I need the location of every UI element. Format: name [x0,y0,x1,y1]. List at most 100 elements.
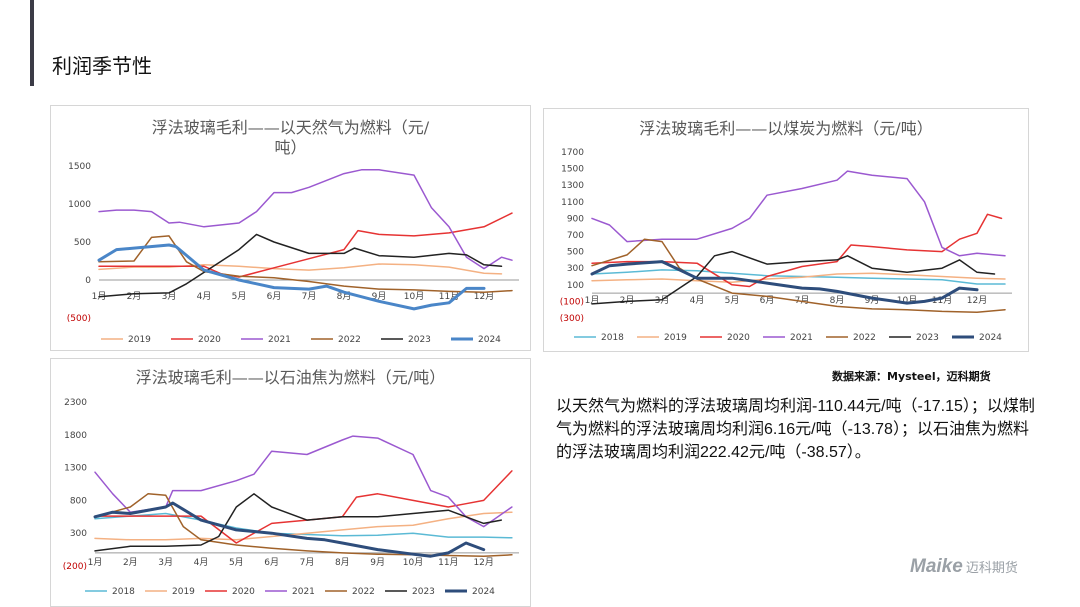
y-tick-label: 100 [567,281,584,291]
y-tick-label: (200) [63,562,87,572]
chart-title-line1: 浮法玻璃毛利——以天然气为燃料（元/ [151,118,430,137]
x-tick-label: 5月 [229,557,244,568]
x-tick-label: 10月 [403,557,423,568]
legend-item-2022: 2022 [826,333,876,343]
profit-summary-text: 以天然气为燃料的浮法玻璃周均利润-110.44元/吨（-17.15）；以煤制气为… [556,398,1035,461]
y-tick-label: 1100 [561,198,584,208]
legend-label: 2022 [338,335,361,345]
series-line-2022 [98,235,513,293]
y-tick-label: 1500 [68,162,91,172]
x-tick-label: 3月 [655,295,670,306]
series-line-2021 [591,170,1006,257]
x-tick-label: 9月 [372,291,387,302]
legend-label: 2023 [916,333,939,343]
y-tick-label: 800 [70,496,87,506]
chart-title: 浮法玻璃毛利——以煤炭为燃料（元/吨） [544,119,1028,139]
x-tick-label: 2月 [123,557,138,568]
legend-item-2022: 2022 [325,587,375,597]
series-line-2018 [94,512,513,539]
coal-profit-chart: (300) (100) 100 300 500 700 900 1100 1300 1500 170… [543,108,1029,352]
series-line-2023 [591,250,996,305]
x-tick-label: 10月 [897,295,917,306]
x-tick-label: 4月 [197,291,212,302]
x-tick-label: 5月 [232,291,247,302]
x-tick-label: 7月 [795,295,810,306]
x-tick-label: 8月 [830,295,845,306]
x-tick-label: 11月 [932,295,952,306]
chart-title: 浮法玻璃毛利——以天然气为燃料（元/ 吨） [51,118,530,158]
legend-label: 2024 [979,333,1002,343]
legend-item-2020: 2020 [171,335,221,345]
x-tick-label: 7月 [302,291,317,302]
legend-item-2024: 2024 [952,333,1002,343]
legend-label: 2024 [478,335,501,345]
legend-label: 2021 [268,335,291,345]
series-line-2020 [98,212,513,278]
x-tick-label: 3月 [162,291,177,302]
y-tick-label: 1700 [561,148,584,158]
chart-plot: (300) (100) 100 300 500 700 900 1100 1300 1500 170… [560,148,1012,343]
legend-label: 2024 [472,587,495,597]
legend-label: 2020 [727,333,750,343]
legend-item-2021: 2021 [265,587,315,597]
y-tick-label: 1800 [64,431,87,441]
chart-title-line1: 浮法玻璃毛利——以石油焦为燃料（元/吨） [135,368,446,387]
legend-label: 2019 [664,333,687,343]
y-tick-label: 300 [70,529,87,539]
x-tick-label: 12月 [967,295,987,306]
legend-item-2021: 2021 [241,335,291,345]
y-tick-label: 1300 [64,464,87,474]
x-tick-label: 12月 [474,291,494,302]
y-tick-label: 1000 [68,200,91,210]
legend-item-2019: 2019 [145,587,195,597]
legend-label: 2018 [601,333,624,343]
x-tick-label: 6月 [267,291,282,302]
y-tick-label: 900 [567,214,584,224]
y-tick-label: 500 [74,238,91,248]
y-tick-label: 500 [567,248,584,258]
logo-brand: Maike [910,556,963,577]
series-line-2019 [98,263,503,275]
y-tick-label: 0 [85,276,91,286]
legend-item-2018: 2018 [85,587,135,597]
company-logo: Maike 迈科期货 [910,556,1018,578]
legend-item-2021: 2021 [763,333,813,343]
series-line-2020 [591,213,1003,288]
legend-item-2019: 2019 [101,335,151,345]
legend-item-2024: 2024 [445,587,495,597]
x-tick-label: 9月 [865,295,880,306]
y-tick-label: 700 [567,231,584,241]
x-tick-label: 5月 [725,295,740,306]
x-tick-label: 12月 [473,557,493,568]
series-line-2024 [590,260,979,305]
series-line-2022 [591,238,1006,313]
chart-title-line1: 浮法玻璃毛利——以煤炭为燃料（元/吨） [639,119,933,138]
legend-label: 2021 [292,587,315,597]
series-line-2019 [591,272,1006,284]
legend-item-2023: 2023 [889,333,939,343]
x-tick-label: 11月 [439,291,459,302]
legend-item-2023: 2023 [381,335,431,345]
series-line-2024 [93,501,486,558]
x-tick-label: 10月 [404,291,424,302]
series-line-2018 [591,269,1006,285]
y-tick-label: (100) [560,297,584,307]
legend-item-2020: 2020 [700,333,750,343]
series-line-2021 [94,435,513,528]
natural-gas-profit-chart: (500) 0 500 1000 1500 1月 2月 3月 4月 5月 6月 7月 8月 9月 10月 11… [50,105,531,351]
x-tick-label: 2月 [127,291,142,302]
left-accent-bar [30,0,34,86]
series-line-2024 [97,243,486,311]
logo-cn: 迈科期货 [965,561,1018,576]
x-tick-label: 2月 [620,295,635,306]
chart-title-line2: 吨） [274,138,307,157]
series-line-2019 [94,511,513,541]
legend-item-2019: 2019 [637,333,687,343]
data-source-note: 数据来源：Mysteel，迈科期货 [832,370,991,383]
x-tick-label: 6月 [760,295,775,306]
legend-item-2020: 2020 [205,587,255,597]
series-line-2023 [98,233,503,298]
legend-label: 2020 [232,587,255,597]
x-tick-label: 11月 [438,557,458,568]
